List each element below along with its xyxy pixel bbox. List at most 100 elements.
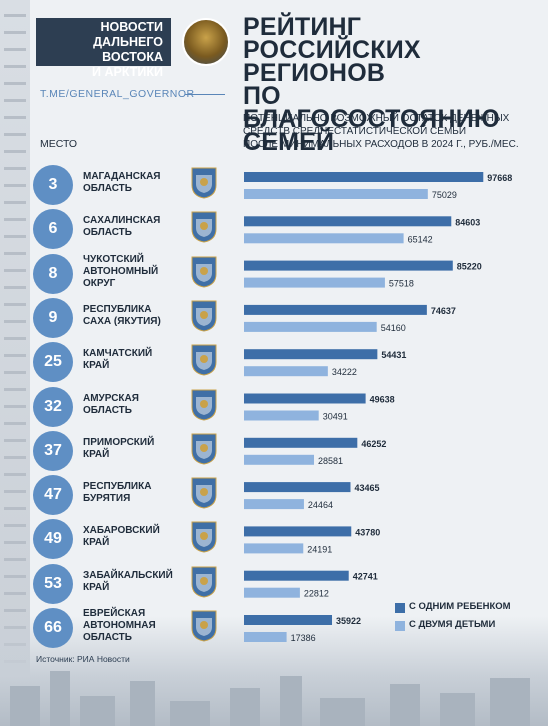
rank-badge: 66 <box>33 608 73 648</box>
region-name-line: ОКРУГ <box>83 277 116 289</box>
rank-badge: 32 <box>33 386 73 427</box>
band-stripe <box>4 269 26 272</box>
band-stripe <box>4 575 26 578</box>
bar-one-child <box>244 304 427 315</box>
region-name-line: ОБЛАСТЬ <box>83 632 132 643</box>
page-title: РЕЙТИНГ РОССИЙСКИХ РЕГИОНОВ ПО БЛАГОСОСТ… <box>243 15 543 155</box>
rank-badge: 49 <box>33 519 73 560</box>
bar-two-children <box>244 454 315 465</box>
channel-link[interactable]: T.ME/GENERAL_GOVERNOR <box>40 88 195 100</box>
band-stripe <box>4 337 26 340</box>
bar-value-label: 49638 <box>370 395 395 405</box>
bar-two-children <box>244 543 304 554</box>
band-stripe <box>4 439 26 442</box>
bar-value-label: 43465 <box>354 483 379 493</box>
bar-two-children <box>244 277 385 288</box>
region-row: 49 ХАБАРОВСКИЙ КРАЙ <box>0 516 548 560</box>
bar-value-label: 24191 <box>307 544 332 554</box>
bar-value-label: 35922 <box>336 616 361 626</box>
band-stripe <box>4 150 26 153</box>
region-name: ЕВРЕЙСКАЯ АВТОНОМНАЯ ОБЛАСТЬ <box>83 608 183 644</box>
bar-value-label: 65142 <box>408 234 433 244</box>
region-row: 8 ЧУКОТСКИЙ АВТОНОМНЫЙ ОКРУГ <box>0 251 548 295</box>
region-row: 3 МАГАДАНСКАЯ ОБЛАСТЬ <box>0 162 548 206</box>
rank-badge: 47 <box>33 475 73 516</box>
region-name-line: ПРИМОРСКИЙ <box>83 436 155 448</box>
band-stripe <box>4 354 26 357</box>
region-name: МАГАДАНСКАЯ ОБЛАСТЬ <box>83 171 183 195</box>
band-stripe <box>4 167 26 170</box>
region-name: КАМЧАТСКИЙ КРАЙ <box>83 348 183 372</box>
coat-of-arms-icon <box>191 477 217 509</box>
rank-badge: 3 <box>33 165 73 205</box>
coat-of-arms-icon <box>191 610 217 642</box>
band-stripe <box>4 524 26 527</box>
band-stripe <box>4 218 26 221</box>
bar-one-child <box>244 482 351 493</box>
band-stripe <box>4 133 26 136</box>
bar-one-child <box>244 260 453 271</box>
city-building <box>170 701 210 726</box>
bar-two-children <box>244 321 377 332</box>
region-name-line: ЗАБАЙКАЛЬСКИЙ <box>83 569 173 581</box>
region-name-line: ЧУКОТСКИЙ <box>83 253 144 265</box>
band-stripe <box>4 456 26 459</box>
bar-value-label: 42741 <box>353 572 378 582</box>
rank-badge: 37 <box>33 430 73 471</box>
bar-value-label: 17386 <box>291 633 316 643</box>
bar-value-label: 43780 <box>355 527 380 537</box>
band-stripe <box>4 65 26 68</box>
region-name-line: КАМЧАТСКИЙ <box>83 348 153 360</box>
band-stripe <box>4 592 26 595</box>
bar-value-label: 30491 <box>323 412 348 422</box>
bar-one-child <box>244 393 366 404</box>
region-name-line: ОБЛАСТЬ <box>83 227 132 239</box>
bar-value-label: 84603 <box>455 217 480 227</box>
region-row: 53 ЗАБАЙКАЛЬСКИЙ КРАЙ <box>0 561 548 605</box>
city-building <box>230 688 260 726</box>
bar-value-label: 75029 <box>432 190 457 200</box>
bar-two-children <box>244 410 319 421</box>
region-name-line: ОБЛАСТЬ <box>83 183 132 194</box>
city-building <box>320 698 365 726</box>
coat-of-arms-icon <box>191 433 217 465</box>
region-name: ПРИМОРСКИЙ КРАЙ <box>83 437 183 461</box>
channel-divider <box>185 94 225 95</box>
bar-one-child <box>244 437 358 448</box>
city-building <box>390 684 420 726</box>
brand-line: ДАЛЬНЕГО ВОСТОКА <box>93 35 163 64</box>
bar-one-child <box>244 615 333 625</box>
city-building <box>440 693 475 726</box>
band-stripe <box>4 320 26 323</box>
city-building <box>80 696 115 726</box>
band-stripe <box>4 405 26 408</box>
bar-value-label: 85220 <box>457 262 482 272</box>
bar-one-child <box>244 172 484 182</box>
coat-of-arms-icon <box>191 521 217 553</box>
band-stripe <box>4 609 26 612</box>
band-stripe <box>4 422 26 425</box>
region-name-line: АМУРСКАЯ <box>83 392 139 404</box>
band-stripe <box>4 507 26 510</box>
city-building <box>10 686 40 726</box>
rank-badge: 25 <box>33 342 73 383</box>
coat-of-arms-icon <box>191 211 217 243</box>
coat-of-arms-icon <box>191 167 217 199</box>
bar-value-label: 28581 <box>318 456 343 466</box>
rank-badge: 9 <box>33 297 73 338</box>
bar-value-label: 54160 <box>381 323 406 333</box>
band-stripe <box>4 116 26 119</box>
band-stripe <box>4 541 26 544</box>
bar-value-label: 57518 <box>389 279 414 289</box>
region-row: 32 АМУРСКАЯ ОБЛАСТЬ <box>0 384 548 428</box>
coat-of-arms-icon <box>191 300 217 332</box>
city-building <box>50 671 70 726</box>
bar-one-child <box>244 349 378 360</box>
region-name: РЕСПУБЛИКА БУРЯТИЯ <box>83 481 183 505</box>
region-name-line: КРАЙ <box>83 537 110 549</box>
region-name-line: САХА (ЯКУТИЯ) <box>83 315 161 327</box>
rank-badge: 53 <box>33 563 73 604</box>
band-stripe <box>4 473 26 476</box>
bar-one-child <box>244 570 349 581</box>
